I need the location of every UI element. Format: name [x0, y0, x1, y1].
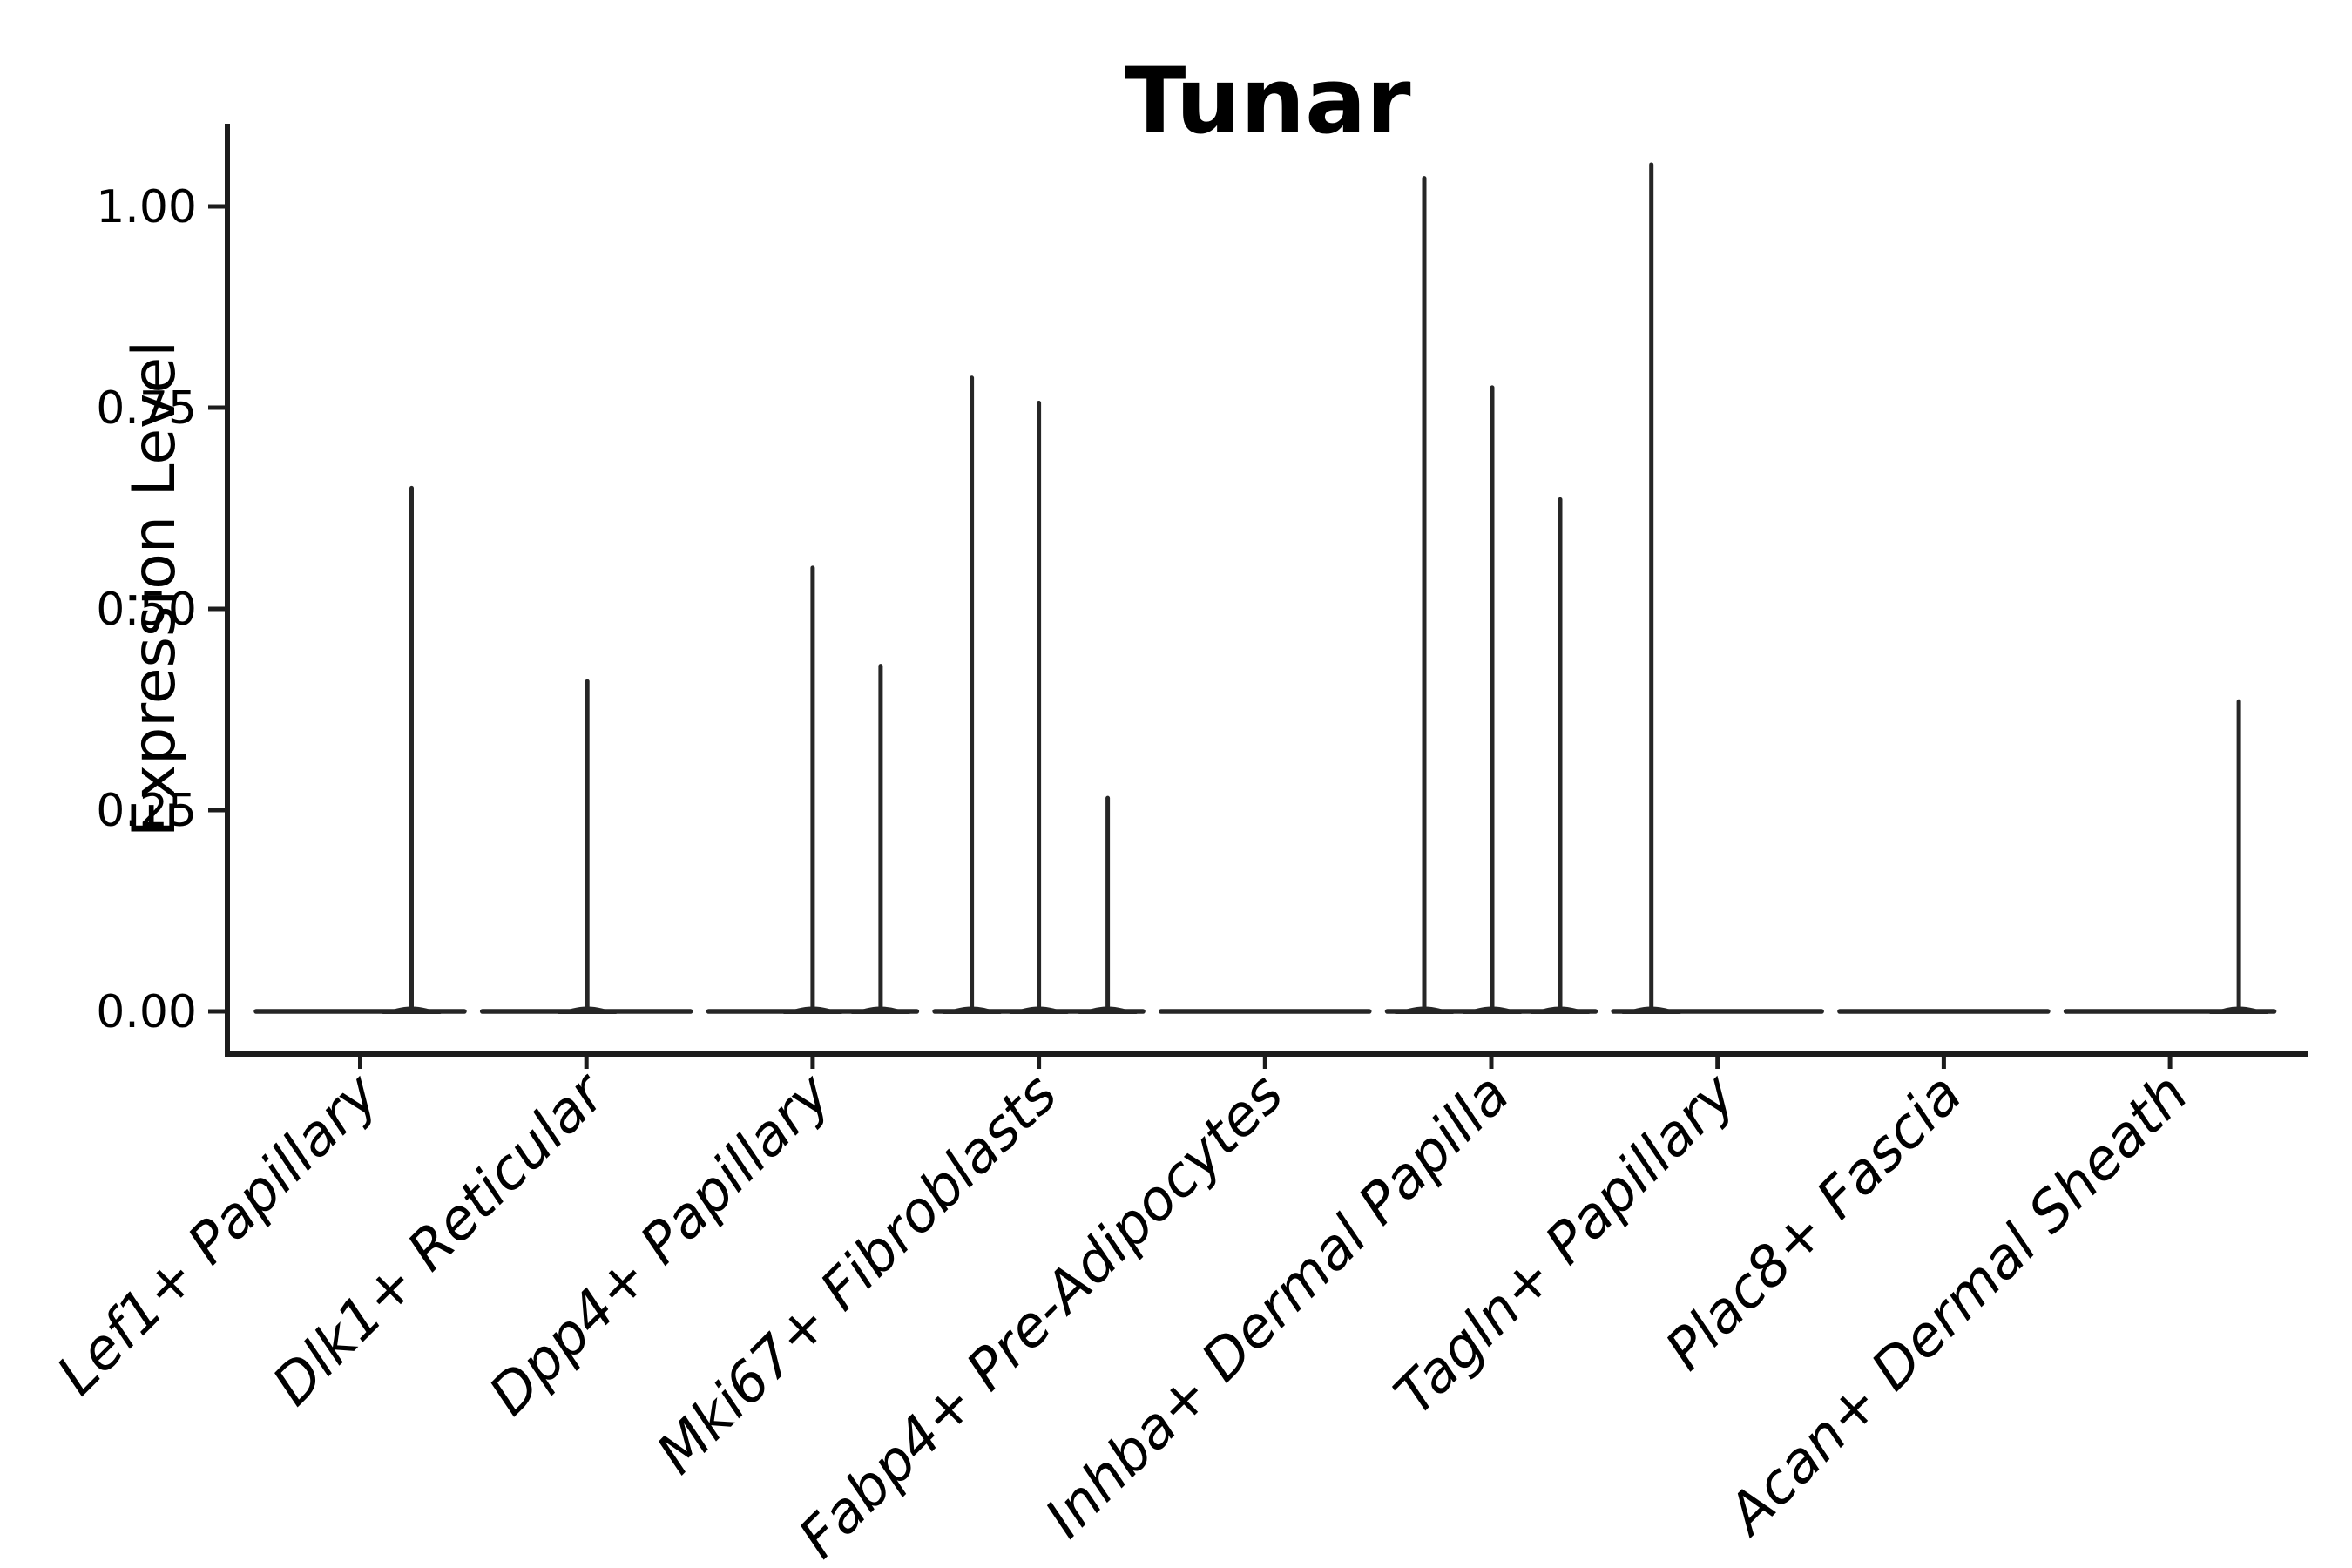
violin-1: [253, 485, 467, 1014]
y-tick-label: 0.25: [96, 785, 197, 837]
violin-2: [479, 679, 693, 1014]
x-tick-label: Acan+ Dermal Sheath: [1713, 1062, 2200, 1549]
y-tick-label: 0.00: [96, 986, 197, 1038]
y-tick-label: 1.00: [96, 181, 197, 233]
violin-7: [1611, 162, 1824, 1014]
x-tick-label: Fabp4+ Pre-Adipocytes: [787, 1062, 1295, 1568]
violin-6: [1384, 176, 1598, 1014]
violin-4: [932, 375, 1146, 1014]
chart-title: Tunar: [1124, 48, 1410, 154]
x-tick-label: Inhba+ Dermal Papilla: [1033, 1062, 1522, 1551]
violin-3: [706, 565, 920, 1014]
y-tick-label: 0.75: [96, 382, 197, 435]
x-tick-label: Mki67+ Fibroblasts: [645, 1062, 1070, 1487]
y-tick-label: 0.50: [96, 584, 197, 636]
violin-9: [2063, 699, 2277, 1014]
y-axis-label: Expression Level: [120, 341, 189, 837]
